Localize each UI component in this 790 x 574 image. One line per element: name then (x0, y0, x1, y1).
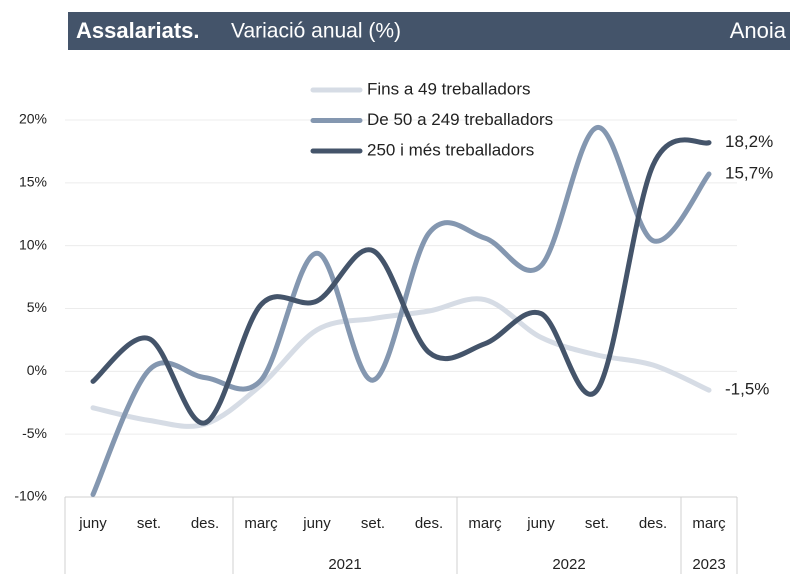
legend-label: De 50 a 249 treballadors (367, 110, 553, 129)
y-tick-label: -10% (14, 488, 47, 504)
group-label: 2023 (692, 556, 725, 573)
series-line (90, 137, 712, 426)
y-tick-label: 0% (27, 362, 47, 378)
legend-label: Fins a 49 treballadors (367, 79, 530, 98)
value-label: -1,5% (725, 380, 769, 399)
chart-title: Assalariats. (76, 18, 200, 43)
group-label: 2022 (552, 556, 585, 573)
y-tick-label: 10% (19, 236, 47, 252)
value-label: 15,7% (725, 164, 773, 183)
series-line (90, 125, 712, 497)
x-tick-label: juny (526, 515, 555, 532)
x-tick-label: set. (585, 515, 609, 532)
title-bar (68, 12, 790, 50)
x-tick-label: des. (191, 515, 219, 532)
value-label: 18,2% (725, 132, 773, 151)
x-tick-label: des. (639, 515, 667, 532)
y-tick-label: 5% (27, 299, 47, 315)
y-tick-label: -5% (22, 425, 47, 441)
region-label: Anoia (730, 18, 787, 43)
x-tick-label: set. (137, 515, 161, 532)
chart-subtitle: Variació anual (%) (231, 20, 401, 43)
group-label: 2021 (328, 556, 361, 573)
x-tick-label: juny (302, 515, 331, 532)
x-tick-label: març (468, 515, 502, 532)
x-tick-label: març (244, 515, 278, 532)
x-tick-label: des. (415, 515, 443, 532)
x-tick-label: juny (78, 515, 107, 532)
y-tick-label: 15% (19, 174, 47, 190)
y-tick-label: 20% (19, 111, 47, 127)
x-tick-label: set. (361, 515, 385, 532)
x-tick-label: març (692, 515, 726, 532)
legend-label: 250 i més treballadors (367, 140, 534, 159)
